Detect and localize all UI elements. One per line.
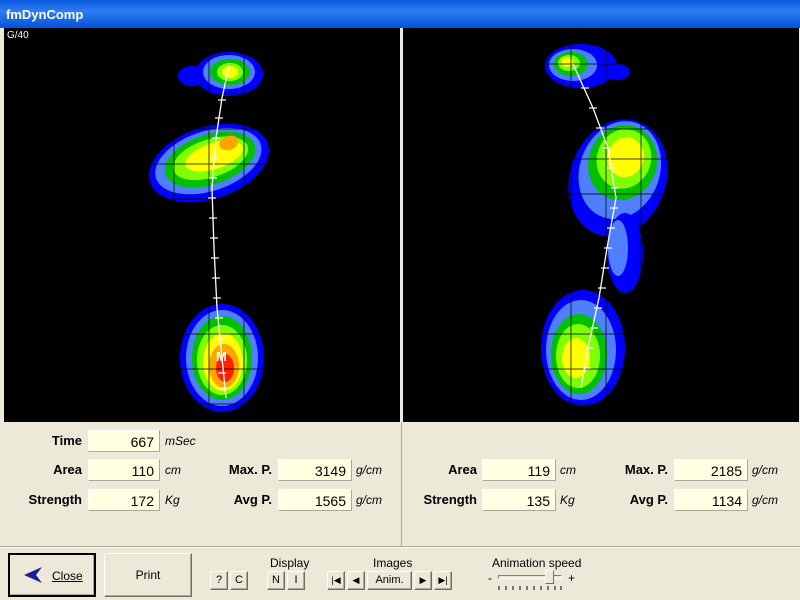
right-maxp-value: 2185 — [674, 459, 748, 481]
right-strength-label: Strength — [423, 492, 477, 507]
right-avgp-value: 1134 — [674, 489, 748, 511]
left-avgp-label: Avg P. — [233, 492, 272, 507]
left-area-unit: cm — [165, 463, 181, 477]
right-strength-unit: Kg — [560, 493, 575, 507]
print-button[interactable]: Print — [104, 553, 192, 597]
first-image-button[interactable]: |◀ — [327, 571, 345, 590]
panel-divider — [401, 422, 402, 546]
right-maxp-label: Max. P. — [624, 462, 668, 477]
anim-speed-track[interactable] — [498, 575, 562, 579]
left-toe-blob — [178, 52, 263, 96]
images-group-title: Images — [373, 556, 413, 570]
left-footprint-heatmap: M — [4, 28, 400, 422]
right-forefoot-blob — [568, 119, 668, 237]
time-unit: mSec — [165, 434, 196, 448]
anim-speed-title: Animation speed — [492, 556, 582, 570]
right-area-value: 119 — [482, 459, 556, 481]
left-footprint-pane[interactable]: G/40 — [4, 28, 400, 422]
right-area-label: Area — [448, 462, 477, 477]
toolbar-separator — [0, 546, 800, 548]
left-maxp-label: Max. P. — [228, 462, 272, 477]
right-strength-value: 135 — [482, 489, 556, 511]
right-avgp-unit: g/cm — [752, 493, 779, 507]
left-maxp-value: 3149 — [278, 459, 352, 481]
display-c-button[interactable]: C — [230, 571, 248, 590]
left-strength-value: 172 — [88, 489, 160, 511]
right-toe-blob — [545, 44, 630, 88]
scale-label: G/40 — [7, 30, 29, 41]
anim-speed-ticks — [498, 586, 562, 590]
anim-speed-slider[interactable] — [544, 570, 554, 584]
time-label: Time — [51, 433, 82, 448]
print-button-label: Print — [135, 568, 161, 582]
center-marker: M — [216, 349, 227, 364]
left-area-label: Area — [53, 462, 82, 477]
left-maxp-unit: g/cm — [356, 463, 383, 477]
display-group-title: Display — [270, 556, 310, 570]
right-maxp-unit: g/cm — [752, 463, 779, 477]
left-strength-unit: Kg — [165, 493, 180, 507]
close-button-label: Close — [52, 569, 83, 583]
right-midfoot-blob — [607, 213, 643, 293]
close-button[interactable]: Close — [8, 553, 96, 597]
anim-speed-minus: - — [488, 571, 492, 585]
help-button[interactable]: ? — [210, 571, 228, 590]
time-value: 667 — [88, 430, 160, 452]
anim-speed-plus: + — [568, 571, 576, 585]
display-i-button[interactable]: I — [287, 571, 305, 590]
display-n-button[interactable]: N — [267, 571, 285, 590]
right-footprint-heatmap — [403, 28, 799, 422]
last-image-button[interactable]: ▶| — [434, 571, 452, 590]
right-area-unit: cm — [560, 463, 576, 477]
pane-divider — [400, 28, 403, 422]
left-avgp-unit: g/cm — [356, 493, 383, 507]
right-heel-blob — [541, 290, 625, 406]
prev-image-button[interactable]: ◀ — [347, 571, 365, 590]
animate-button[interactable]: Anim. — [367, 571, 412, 590]
left-avgp-value: 1565 — [278, 489, 352, 511]
right-avgp-label: Avg P. — [629, 492, 668, 507]
window-title: fmDynComp — [0, 0, 800, 28]
next-image-button[interactable]: ▶ — [414, 571, 432, 590]
left-strength-label: Strength — [28, 492, 82, 507]
right-footprint-pane[interactable] — [403, 28, 799, 422]
back-arrow-icon — [24, 567, 42, 583]
left-area-value: 110 — [88, 459, 160, 481]
